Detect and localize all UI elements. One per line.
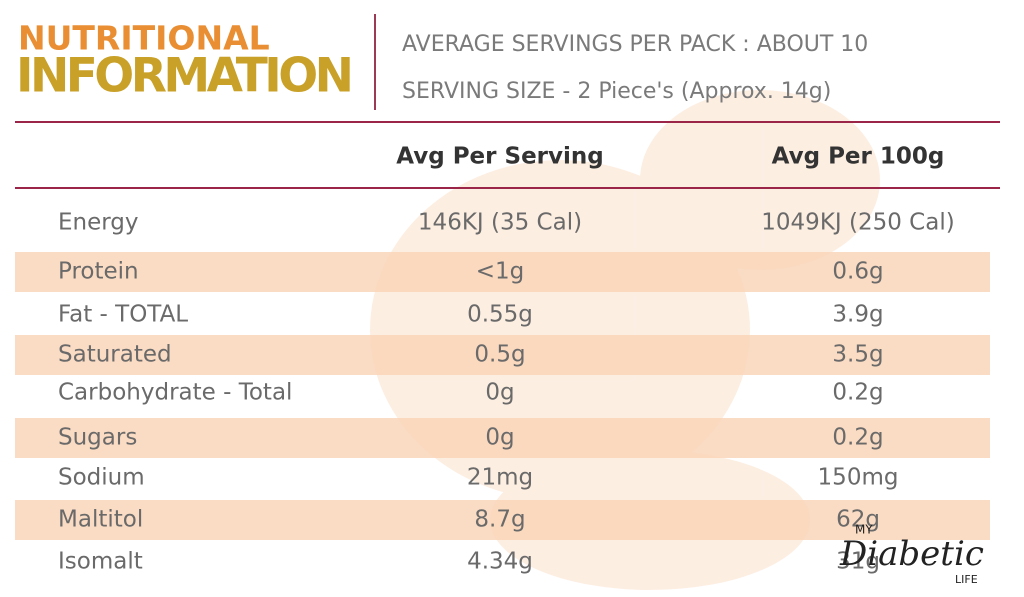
cell-value: 0.2g: [832, 380, 883, 406]
watermark-main: Diabetic: [839, 534, 984, 574]
cell-value: 146KJ (35 Cal): [418, 210, 582, 236]
title-line2: INFORMATION: [16, 49, 354, 104]
cell-value: 62g: [836, 507, 880, 533]
title-line1: NUTRITIONAL: [18, 19, 270, 58]
cell-value: 21mg: [467, 465, 533, 491]
row-label: Protein: [58, 259, 139, 285]
row-label: Sodium: [58, 465, 145, 491]
cell-value: 1049KJ (250 Cal): [761, 210, 954, 236]
row-shade: [15, 500, 990, 540]
cell-value: 150mg: [818, 465, 899, 491]
row-label: Maltitol: [58, 507, 143, 533]
cell-value: 0g: [485, 425, 514, 451]
watermark-top: MY: [855, 523, 873, 537]
cell-value: 8.7g: [474, 507, 525, 533]
cell-value: 0.55g: [467, 302, 533, 328]
cell-value: 0g: [485, 380, 514, 406]
row-label: Fat - TOTAL: [58, 302, 188, 328]
row-shade: [15, 335, 990, 375]
serving-size-text: SERVING SIZE - 2 Piece's (Approx. 14g): [402, 79, 831, 104]
row-shade: [15, 252, 990, 292]
row-shade: [15, 418, 990, 458]
row-label: Carbohydrate - Total: [58, 380, 292, 406]
row-label: Saturated: [58, 342, 172, 368]
cell-value: 0.2g: [832, 425, 883, 451]
cell-value: 3.5g: [832, 342, 883, 368]
servings-text: AVERAGE SERVINGS PER PACK : ABOUT 10: [402, 32, 868, 57]
table: Avg Per Serving Avg Per 100g Energy 146KJ (…: [15, 144, 990, 575]
row-label: Energy: [58, 210, 139, 236]
cell-value: 3.9g: [832, 302, 883, 328]
cell-value: <1g: [476, 259, 525, 285]
background-art: [370, 90, 880, 590]
watermark-bottom: LIFE: [955, 573, 978, 586]
row-label: Sugars: [58, 425, 137, 451]
cell-value: 0.6g: [832, 259, 883, 285]
row-label: Isomalt: [58, 549, 143, 575]
cell-value: 0.5g: [474, 342, 525, 368]
column-header: Avg Per Serving: [396, 144, 603, 170]
cell-value: 4.34g: [467, 549, 533, 575]
cell-value: 31g: [836, 549, 880, 575]
column-header: Avg Per 100g: [772, 144, 945, 170]
